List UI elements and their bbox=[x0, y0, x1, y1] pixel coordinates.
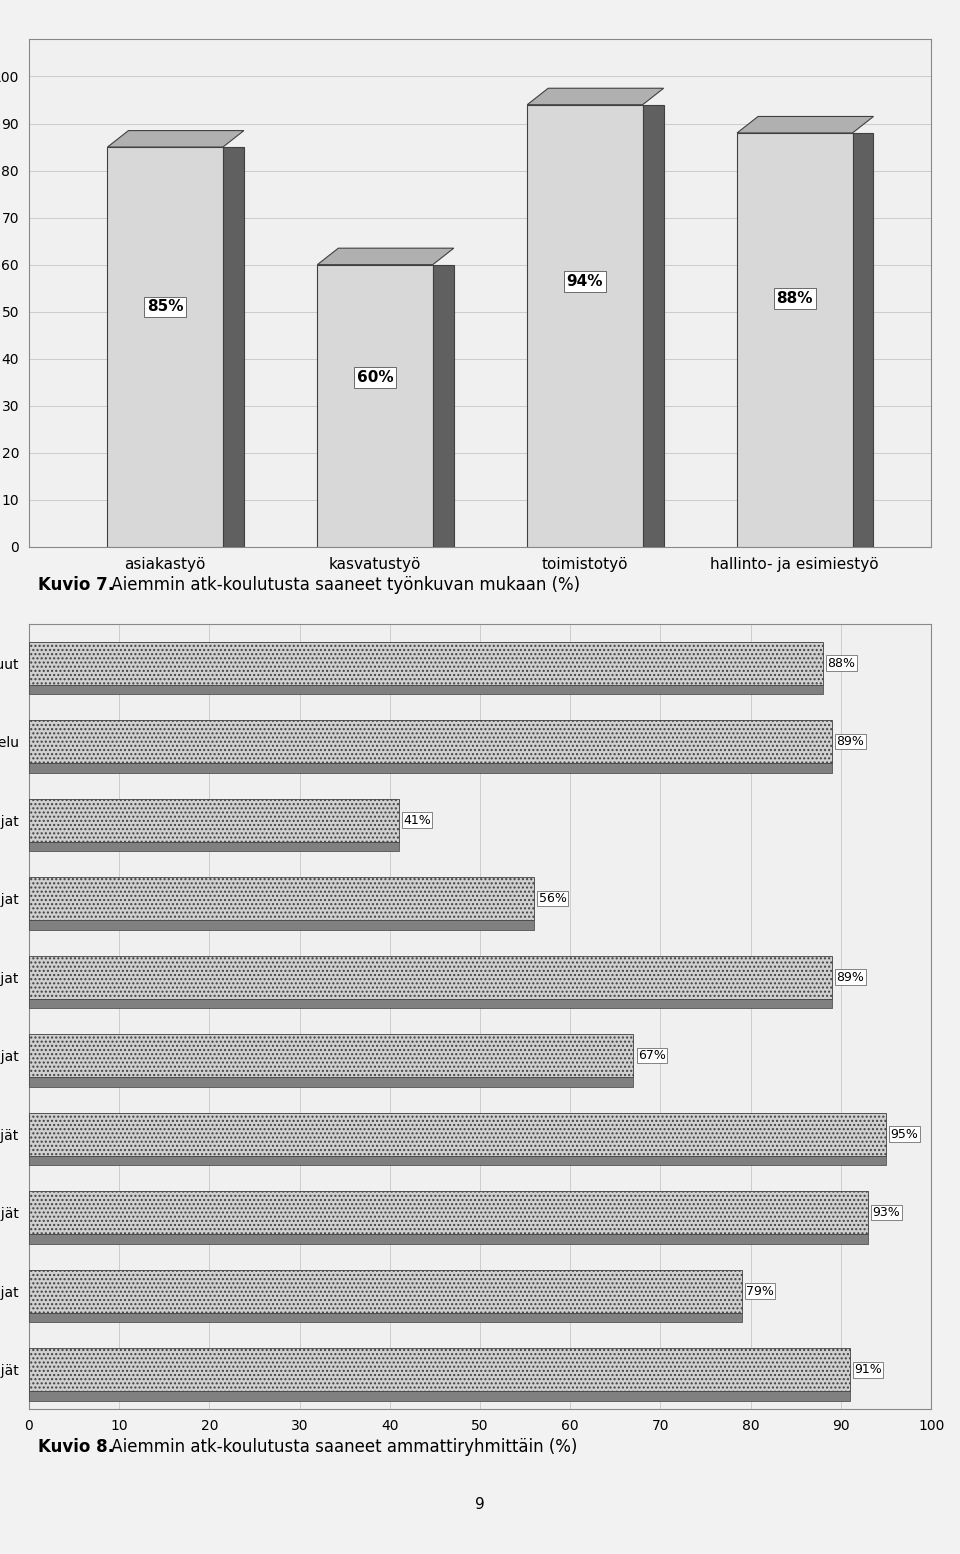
Text: 41%: 41% bbox=[403, 814, 431, 827]
Bar bbox=[29, 642, 823, 685]
Text: Aiemmin atk-koulutusta saaneet ammattiryhmittäin (%): Aiemmin atk-koulutusta saaneet ammattiry… bbox=[106, 1439, 577, 1456]
Bar bbox=[29, 799, 398, 842]
Bar bbox=[29, 876, 534, 920]
Polygon shape bbox=[223, 148, 244, 547]
Polygon shape bbox=[29, 842, 398, 852]
Bar bbox=[737, 134, 852, 547]
Bar bbox=[29, 1033, 634, 1077]
Text: 79%: 79% bbox=[746, 1285, 774, 1298]
Bar bbox=[29, 1349, 850, 1391]
Text: 9: 9 bbox=[475, 1497, 485, 1512]
Polygon shape bbox=[642, 104, 663, 547]
Polygon shape bbox=[29, 999, 832, 1009]
Polygon shape bbox=[108, 131, 244, 148]
Bar bbox=[29, 1113, 886, 1156]
Text: 88%: 88% bbox=[828, 657, 855, 670]
Polygon shape bbox=[29, 1077, 634, 1086]
Text: Kuvio 7.: Kuvio 7. bbox=[37, 577, 114, 594]
Text: 89%: 89% bbox=[836, 735, 864, 747]
Text: 89%: 89% bbox=[836, 971, 864, 984]
Bar bbox=[29, 1190, 868, 1234]
Text: Aiemmin atk-koulutusta saaneet työnkuvan mukaan (%): Aiemmin atk-koulutusta saaneet työnkuvan… bbox=[106, 577, 580, 594]
Text: 95%: 95% bbox=[891, 1128, 919, 1141]
Polygon shape bbox=[737, 117, 874, 134]
Polygon shape bbox=[852, 134, 874, 547]
Text: 91%: 91% bbox=[854, 1363, 882, 1377]
Polygon shape bbox=[527, 89, 663, 104]
Polygon shape bbox=[29, 685, 823, 695]
Text: Kuvio 8.: Kuvio 8. bbox=[37, 1439, 114, 1456]
Polygon shape bbox=[318, 249, 454, 264]
Text: 67%: 67% bbox=[637, 1049, 666, 1063]
Bar bbox=[29, 956, 832, 999]
Polygon shape bbox=[29, 1313, 742, 1322]
Polygon shape bbox=[29, 1156, 886, 1166]
Bar bbox=[318, 264, 433, 547]
Text: 85%: 85% bbox=[147, 300, 183, 314]
Bar bbox=[29, 1270, 742, 1313]
Bar bbox=[527, 104, 642, 547]
Polygon shape bbox=[29, 1391, 850, 1400]
Text: 93%: 93% bbox=[873, 1206, 900, 1220]
Polygon shape bbox=[29, 920, 534, 929]
Bar bbox=[29, 720, 832, 763]
Bar bbox=[108, 148, 223, 547]
Text: 60%: 60% bbox=[357, 370, 394, 385]
Text: 88%: 88% bbox=[777, 291, 813, 306]
Polygon shape bbox=[29, 763, 832, 772]
Text: 94%: 94% bbox=[566, 274, 603, 289]
Text: 56%: 56% bbox=[539, 892, 566, 904]
Polygon shape bbox=[433, 264, 454, 547]
Polygon shape bbox=[29, 1234, 868, 1243]
